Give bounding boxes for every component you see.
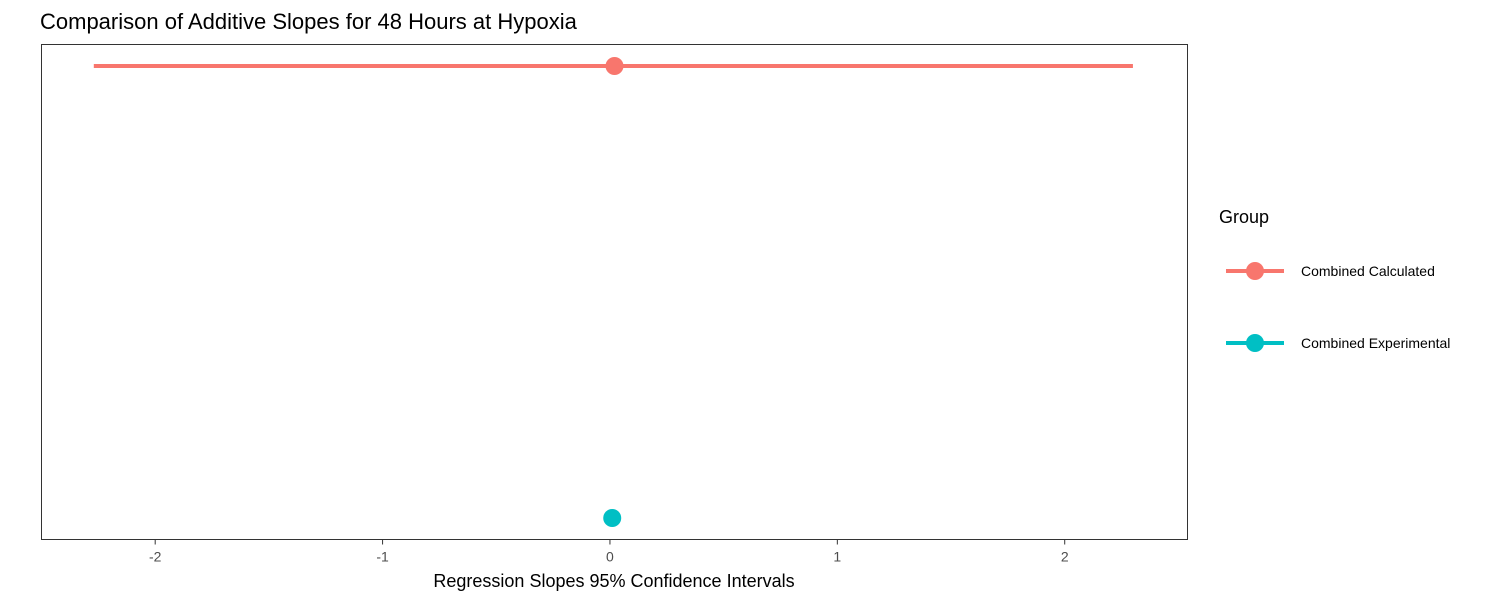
legend: Group Combined Calculated Combined Experi… [1219, 207, 1450, 352]
point-estimate [603, 509, 622, 527]
chart-marks [93, 57, 1133, 527]
legend-key-point [1246, 262, 1264, 280]
plot-panel [41, 44, 1188, 540]
chart-title: Comparison of Additive Slopes for 48 Hou… [40, 9, 578, 34]
x-tick-label: 0 [606, 549, 614, 565]
x-tick-label: -1 [376, 549, 389, 565]
point-estimate [605, 57, 624, 75]
legend-label: Combined Calculated [1301, 263, 1435, 279]
legend-title: Group [1219, 207, 1269, 227]
legend-key-point [1246, 334, 1264, 352]
legend-items: Combined Calculated Combined Experimental [1226, 262, 1450, 352]
x-tick-label: -2 [149, 549, 162, 565]
x-axis-title: Regression Slopes 95% Confidence Interva… [433, 571, 794, 591]
x-tick-label: 1 [833, 549, 841, 565]
x-tick-label: 2 [1061, 549, 1069, 565]
legend-label: Combined Experimental [1301, 335, 1450, 351]
x-axis: -2 -1 0 1 2 [149, 539, 1069, 565]
